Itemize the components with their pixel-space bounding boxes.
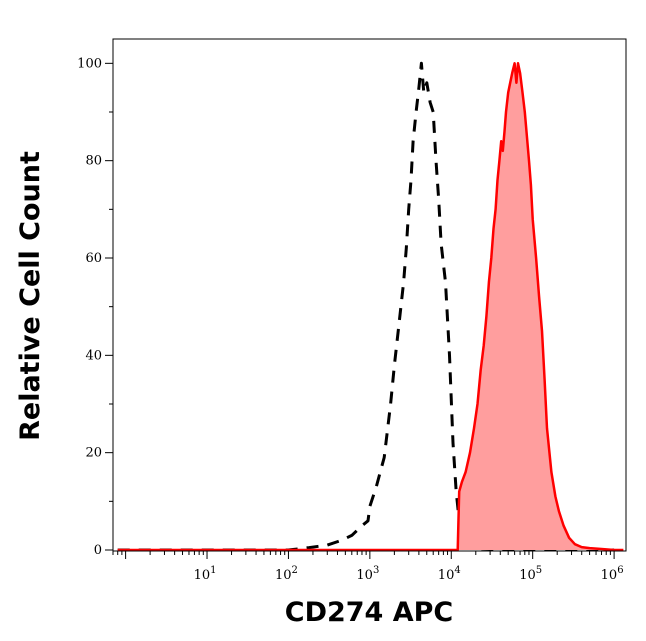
plot-area [117,61,624,552]
x-axis: 101 102 103 104 105 106 [112,551,624,583]
x-tick-label: 104 [438,565,461,583]
series-1-line [117,62,624,552]
x-tick-label: 101 [194,565,217,583]
x-axis-title: CD274 APC [285,597,454,628]
x-tick-label: 103 [356,565,379,583]
x-tick-label: 106 [601,565,624,583]
x-tick-label: 102 [275,565,298,583]
y-tick-label: 60 [85,251,102,266]
series-1-area [117,63,624,551]
y-tick-label: 40 [85,348,102,363]
y-axis: 0 20 40 60 80 100 [77,56,113,558]
y-tick-label: 0 [94,543,102,558]
y-tick-label: 100 [77,56,102,71]
y-tick-label: 80 [85,154,102,169]
y-tick-label: 20 [85,446,102,461]
y-axis-title: Relative Cell Count [15,151,46,441]
x-tick-label: 105 [519,565,542,583]
